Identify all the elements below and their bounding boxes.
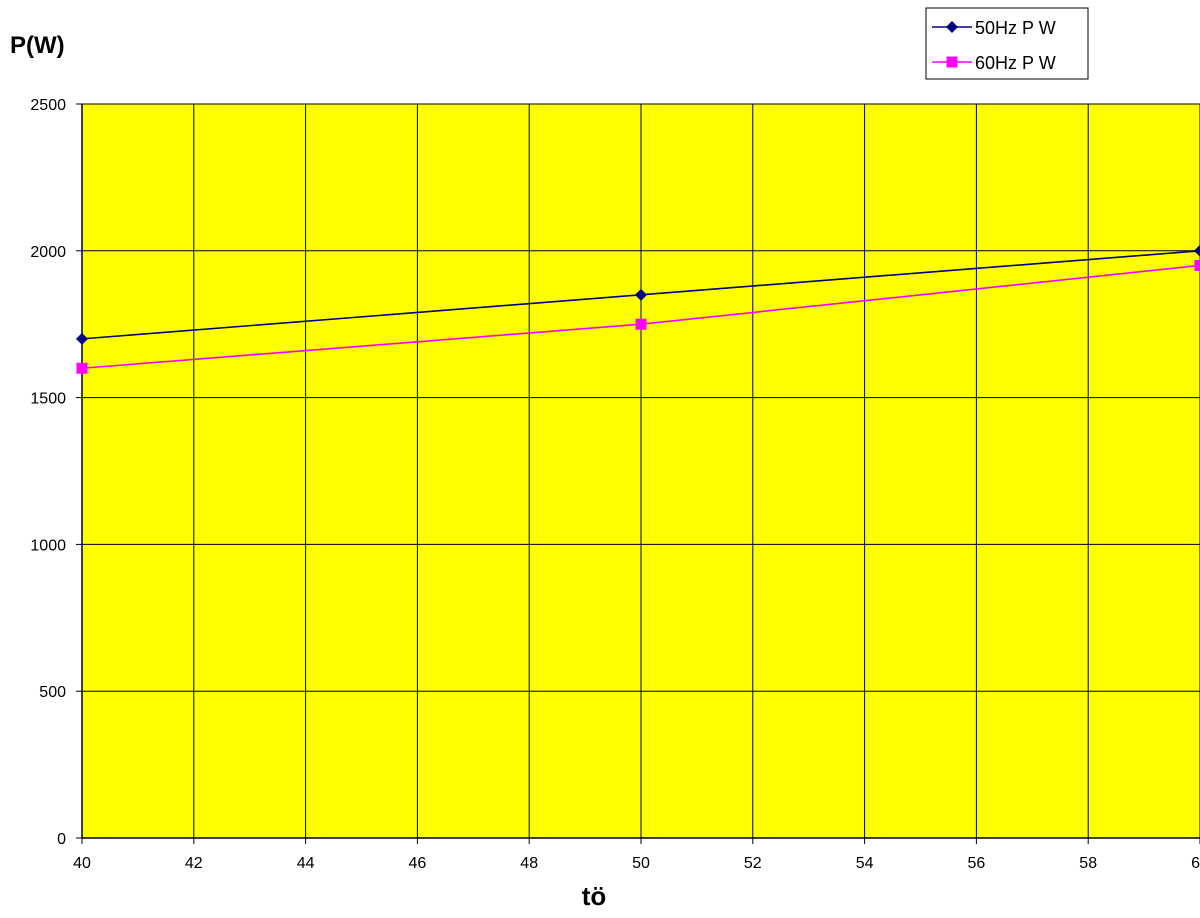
x-tick-label: 58 xyxy=(1079,855,1097,872)
series-1-point xyxy=(635,288,647,301)
x-axis-title: tö xyxy=(582,881,607,911)
x-tick-label: 48 xyxy=(520,855,538,872)
x-tick-label: 54 xyxy=(856,855,874,872)
y-tick-label: 2500 xyxy=(30,97,66,114)
x-tick-label: 50 xyxy=(632,855,650,872)
legend-label-2: 60Hz P W xyxy=(975,53,1056,73)
y-axis-title: P(W) xyxy=(10,32,65,59)
x-tick-label: 42 xyxy=(185,855,203,872)
legend-marker-1 xyxy=(946,21,958,33)
y-tick-label: 500 xyxy=(39,684,66,701)
x-tick-label: 60 xyxy=(1191,855,1200,872)
x-tick-label: 46 xyxy=(409,855,427,872)
legend-marker-2 xyxy=(946,56,958,68)
tick-labels: 40 42 44 46 48 50 52 54 56 58 60 0 500 1000 1500 2000 25… xyxy=(30,97,1200,872)
y-tick-label: 2000 xyxy=(30,244,66,261)
legend: 50Hz P W 60Hz P W xyxy=(925,7,1089,80)
series-1-point xyxy=(1194,244,1200,257)
gridlines xyxy=(82,103,1200,838)
series-2-point xyxy=(1194,259,1200,271)
x-tick-label: 40 xyxy=(73,855,91,872)
series-markers xyxy=(76,244,1200,374)
x-tick-label: 44 xyxy=(297,855,315,872)
legend-label-1: 50Hz P W xyxy=(975,18,1056,38)
y-tick-label: 1000 xyxy=(30,537,66,554)
x-tick-label: 52 xyxy=(744,855,762,872)
y-tick-label: 0 xyxy=(57,831,66,848)
series-2-point xyxy=(76,362,88,374)
series-1-point xyxy=(76,332,88,345)
x-tick-label: 56 xyxy=(968,855,986,872)
series-2-point xyxy=(635,318,647,330)
y-tick-label: 1500 xyxy=(30,391,66,408)
